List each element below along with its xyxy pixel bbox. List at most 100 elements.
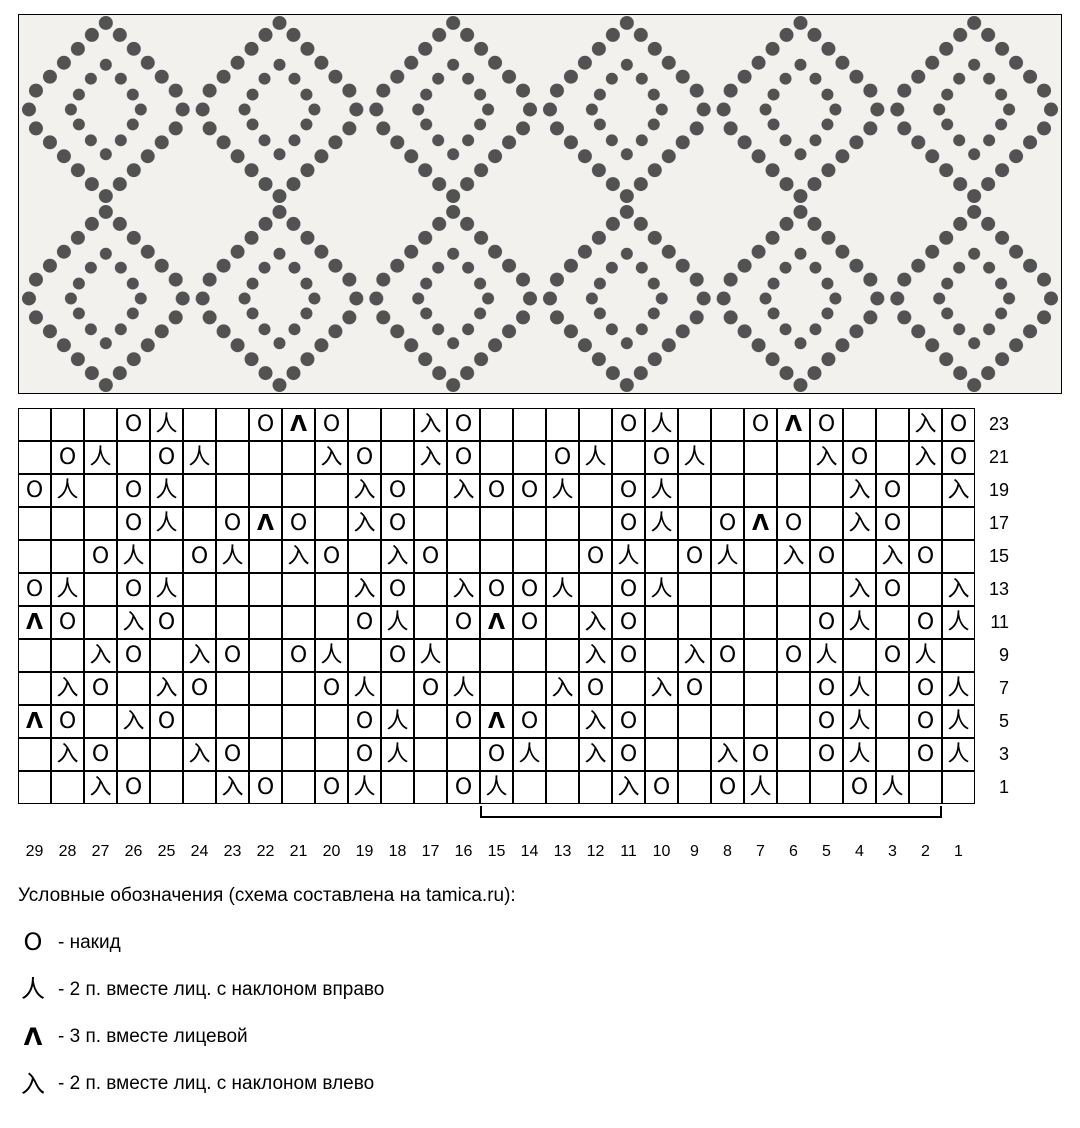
chart-cell xyxy=(876,441,909,474)
chart-cell: 入 xyxy=(579,606,612,639)
chart-cell xyxy=(480,639,513,672)
chart-cell: 入 xyxy=(84,771,117,804)
chart-cell xyxy=(18,672,51,705)
row-number: 5 xyxy=(975,705,1015,738)
chart-cell xyxy=(282,705,315,738)
chart-cell: O xyxy=(381,573,414,606)
chart-cell: 𝝠 xyxy=(249,507,282,540)
col-number: 10 xyxy=(645,843,678,861)
chart-cell: 入 xyxy=(381,540,414,573)
chart-cell: 入 xyxy=(909,408,942,441)
legend-symbol: 入 xyxy=(18,1063,48,1106)
chart-cell xyxy=(282,672,315,705)
chart-cell: O xyxy=(150,606,183,639)
chart-cell: 入 xyxy=(447,573,480,606)
chart-cell: 入 xyxy=(183,639,216,672)
chart-cell xyxy=(381,441,414,474)
chart-cell xyxy=(876,672,909,705)
chart-cell xyxy=(777,441,810,474)
chart-cell xyxy=(315,474,348,507)
chart-cell xyxy=(810,771,843,804)
chart-cell: 𝝠 xyxy=(744,507,777,540)
legend-symbol: 𝝠 xyxy=(18,1016,48,1059)
col-number: 27 xyxy=(84,843,117,861)
chart-cell: O xyxy=(909,738,942,771)
chart-cell: 人 xyxy=(150,474,183,507)
chart-cell: O xyxy=(381,474,414,507)
chart-cell: 入 xyxy=(150,672,183,705)
chart-cell: 入 xyxy=(843,474,876,507)
chart-cell xyxy=(18,408,51,441)
chart-cell xyxy=(678,705,711,738)
chart-cell xyxy=(513,540,546,573)
chart-cell xyxy=(249,474,282,507)
chart-cell: O xyxy=(777,507,810,540)
chart-cell xyxy=(744,672,777,705)
chart-cell xyxy=(150,639,183,672)
chart-cell: O xyxy=(876,573,909,606)
chart-cell: 入 xyxy=(843,507,876,540)
chart-cell: 人 xyxy=(150,573,183,606)
chart-cell xyxy=(777,771,810,804)
chart-cell: 入 xyxy=(414,408,447,441)
col-number: 6 xyxy=(777,843,810,861)
chart-cell: O xyxy=(711,771,744,804)
chart-cell xyxy=(183,408,216,441)
chart-cell xyxy=(777,738,810,771)
chart-cell xyxy=(315,573,348,606)
chart-cell xyxy=(480,540,513,573)
legend-text: - 3 п. вместе лицевой xyxy=(58,1020,248,1054)
chart-cell: 人 xyxy=(513,738,546,771)
chart-cell: O xyxy=(744,408,777,441)
chart-cell xyxy=(678,771,711,804)
chart-cell: 入 xyxy=(810,441,843,474)
chart-cell xyxy=(249,738,282,771)
chart-cell: O xyxy=(909,705,942,738)
col-number: 12 xyxy=(579,843,612,861)
chart-cell: 𝝠 xyxy=(777,408,810,441)
chart-cell xyxy=(249,672,282,705)
chart-cell xyxy=(216,474,249,507)
chart-cell: 𝝠 xyxy=(18,606,51,639)
chart-cell: 人 xyxy=(579,441,612,474)
legend-text: - накид xyxy=(58,926,121,960)
chart-cell: O xyxy=(810,606,843,639)
chart-cell xyxy=(84,474,117,507)
row-number: 15 xyxy=(975,540,1015,573)
chart-cell xyxy=(117,672,150,705)
legend-symbol: 人 xyxy=(18,968,48,1011)
chart-cell: O xyxy=(381,639,414,672)
chart-cell: 人 xyxy=(348,672,381,705)
chart-cell xyxy=(744,573,777,606)
chart-cell xyxy=(18,441,51,474)
legend-text: - 2 п. вместе лиц. с наклоном влево xyxy=(58,1067,374,1101)
chart-cell xyxy=(447,540,480,573)
chart-cell: 入 xyxy=(183,738,216,771)
chart-cell xyxy=(546,606,579,639)
chart-cell: O xyxy=(612,573,645,606)
legend-item: O- накид xyxy=(18,921,1062,964)
chart-cell xyxy=(909,771,942,804)
chart-cell xyxy=(249,441,282,474)
col-number: 15 xyxy=(480,843,513,861)
chart-cell xyxy=(216,408,249,441)
chart-cell xyxy=(513,771,546,804)
chart-cell xyxy=(282,738,315,771)
chart-cell: O xyxy=(117,573,150,606)
chart-cell xyxy=(678,738,711,771)
chart-cell xyxy=(711,672,744,705)
chart-cell xyxy=(711,573,744,606)
chart-cell: O xyxy=(711,507,744,540)
chart-cell xyxy=(678,573,711,606)
chart-cell: O xyxy=(282,507,315,540)
chart-cell: O xyxy=(216,507,249,540)
chart-cell: 入 xyxy=(876,540,909,573)
chart-cell xyxy=(249,540,282,573)
chart-cell xyxy=(249,573,282,606)
chart-cell xyxy=(942,639,975,672)
chart-cell: O xyxy=(711,639,744,672)
chart-cell xyxy=(117,738,150,771)
legend-text: - 2 п. вместе лиц. с наклоном вправо xyxy=(58,973,384,1007)
chart-cell: 入 xyxy=(84,639,117,672)
chart-cell: O xyxy=(612,408,645,441)
